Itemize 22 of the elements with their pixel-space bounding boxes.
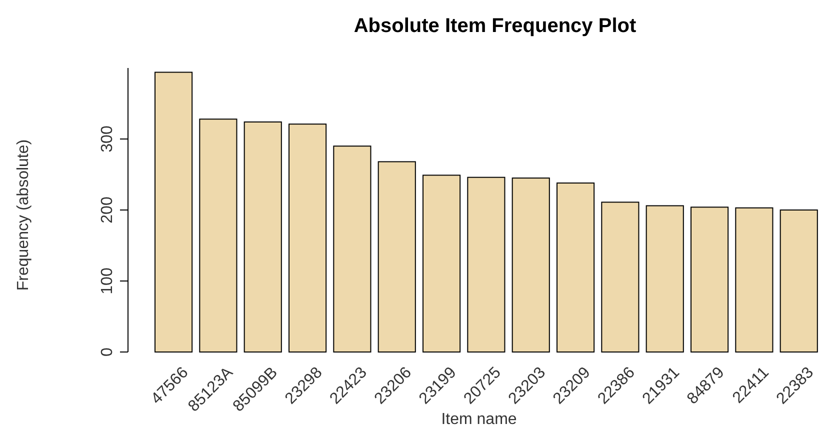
- y-tick-label: 100: [99, 268, 116, 294]
- bar: [244, 121, 282, 352]
- bar: [780, 210, 818, 352]
- bar: [601, 202, 640, 352]
- x-axis-title: Item name: [441, 411, 517, 428]
- bar: [512, 178, 550, 352]
- y-axis-title: Frequency (absolute): [15, 139, 32, 291]
- y-tick-label: 0: [99, 347, 116, 356]
- bar: [690, 206, 729, 352]
- bar: [154, 72, 193, 352]
- bar: [422, 174, 461, 352]
- y-tick-label: 200: [99, 196, 116, 224]
- bar: [288, 124, 327, 352]
- bar: [199, 118, 238, 352]
- bar: [333, 146, 372, 352]
- bar: [646, 205, 684, 352]
- bar: [467, 176, 506, 352]
- y-tick-label: 300: [99, 126, 116, 152]
- bar: [735, 207, 774, 352]
- bar: [378, 161, 416, 352]
- chart-title: Absolute Item Frequency Plot: [354, 15, 636, 37]
- bar: [556, 182, 595, 352]
